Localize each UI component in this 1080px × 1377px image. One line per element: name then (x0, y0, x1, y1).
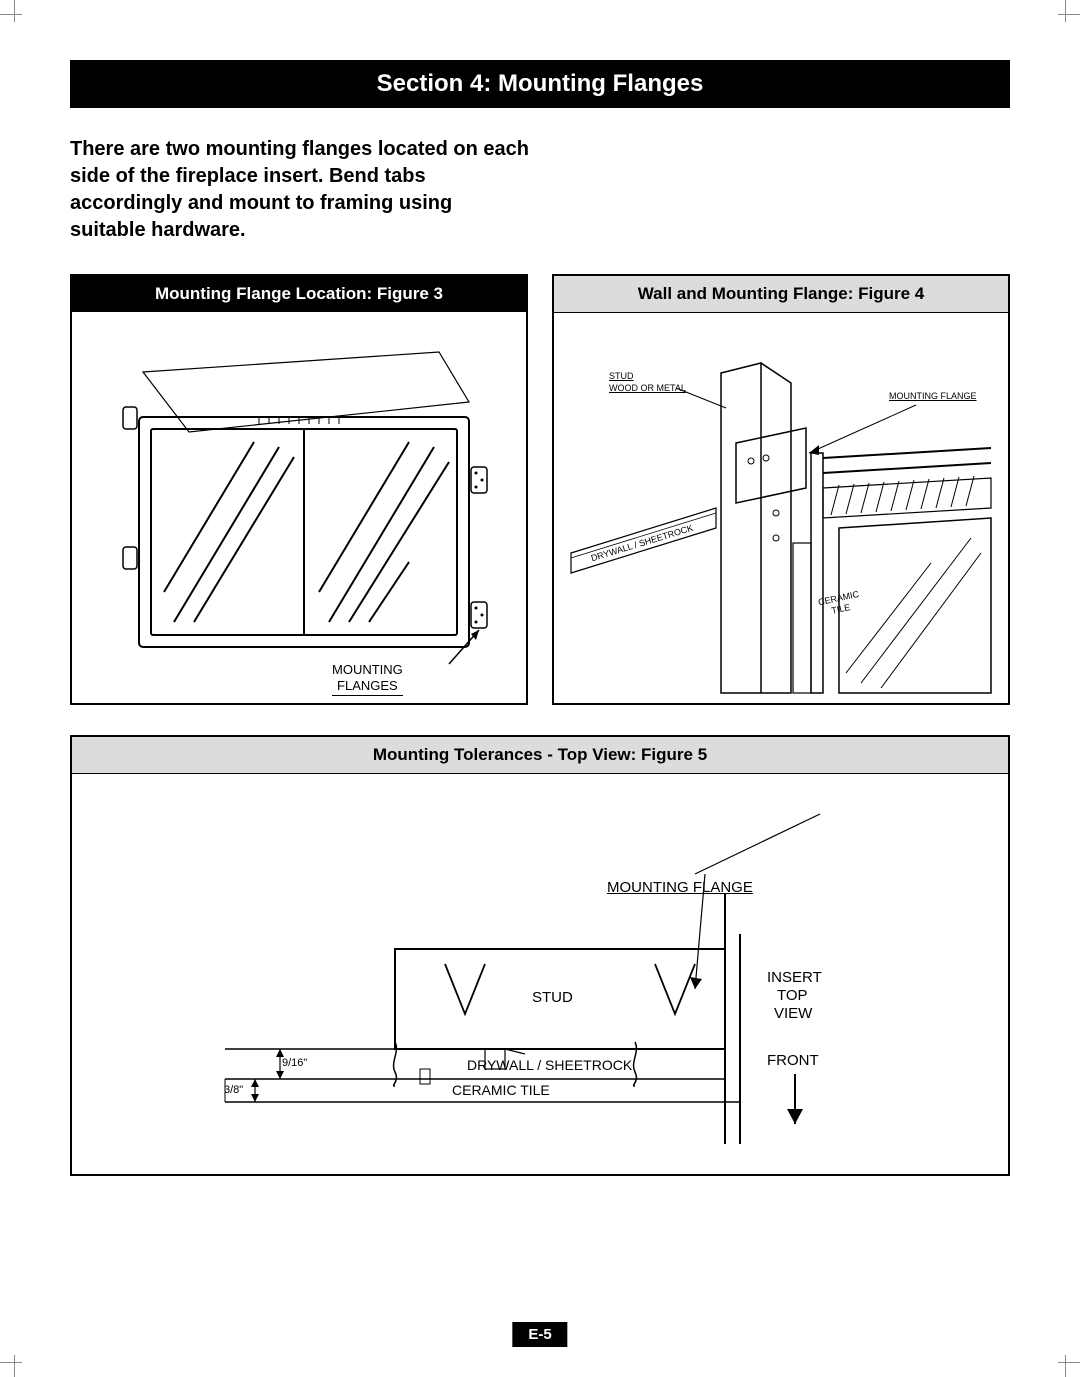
figure5-label-916: 9/16" (282, 1057, 307, 1070)
figure-5-diagram (72, 774, 1008, 1174)
figure5-label-view: VIEW (774, 1005, 812, 1023)
figure-4-content: STUD WOOD OR METAL MOUNTING FLANGE DRYWA… (554, 313, 1008, 703)
section-header: Section 4: Mounting Flanges (70, 60, 1010, 108)
figure5-label-38: 3/8" (224, 1084, 243, 1097)
intro-paragraph: There are two mounting flanges located o… (70, 136, 530, 244)
figure-4-box: Wall and Mounting Flange: Figure 4 (552, 274, 1010, 705)
figure-4-title: Wall and Mounting Flange: Figure 4 (554, 276, 1008, 313)
figure-5-box: Mounting Tolerances - Top View: Figure 5 (70, 735, 1010, 1176)
figure-5-title: Mounting Tolerances - Top View: Figure 5 (72, 737, 1008, 774)
figure-3-box: Mounting Flange Location: Figure 3 (70, 274, 528, 705)
figure4-label-stud: STUD (609, 371, 634, 382)
figure-5-content: MOUNTING FLANGE STUD INSERT TOP VIEW FRO… (72, 774, 1008, 1174)
figure3-label-mounting-flanges: MOUNTING FLANGES (332, 662, 403, 696)
figure4-label-mounting-flange: MOUNTING FLANGE (889, 391, 977, 402)
figure-3-title: Mounting Flange Location: Figure 3 (72, 276, 526, 312)
figure5-label-ceramic-tile: CERAMIC TILE (452, 1082, 550, 1099)
figures-row: Mounting Flange Location: Figure 3 (70, 274, 1010, 705)
figure5-label-mounting-flange: MOUNTING FLANGE (607, 879, 753, 897)
figure-3-diagram (72, 312, 526, 702)
figure5-label-insert: INSERT (767, 969, 822, 987)
figure-3-content: MOUNTING FLANGES (72, 312, 526, 702)
figure5-label-top: TOP (777, 987, 808, 1005)
figure5-label-drywall: DRYWALL / SHEETROCK (467, 1057, 632, 1074)
figure5-label-stud: STUD (532, 989, 573, 1007)
figure5-label-front: FRONT (767, 1052, 819, 1070)
figure4-label-stud-sub: WOOD OR METAL (609, 383, 686, 394)
page-number: E-5 (512, 1322, 567, 1347)
